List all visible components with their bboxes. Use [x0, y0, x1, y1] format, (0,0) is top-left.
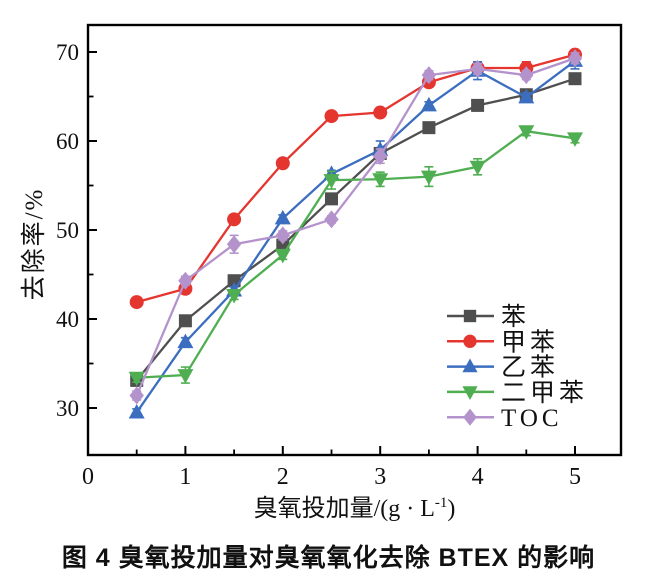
series-line — [135, 59, 576, 414]
x-axis-label-close: ) — [447, 496, 456, 522]
series-line — [136, 53, 576, 304]
marker-triangle-down — [226, 288, 243, 304]
series-xylene — [128, 125, 583, 387]
series-toc — [129, 49, 583, 405]
legend-label: 乙苯 — [501, 354, 559, 382]
marker-triangle-down — [462, 386, 478, 400]
marker-diamond — [226, 235, 242, 254]
marker-circle — [373, 105, 388, 120]
marker-triangle-up — [177, 333, 194, 349]
legend-label: 二甲苯 — [501, 379, 588, 407]
x-tick-label: 4 — [472, 464, 484, 490]
y-tick-label: 60 — [56, 129, 79, 154]
marker-triangle-up — [462, 358, 478, 373]
figure-caption: 图 4 臭氧投加量对臭氧氧化去除 BTEX 的影响 — [61, 544, 596, 572]
series-line — [135, 77, 576, 382]
marker-square — [463, 309, 477, 323]
marker-square — [568, 72, 582, 86]
marker-circle — [227, 212, 242, 227]
marker-circle — [129, 295, 144, 310]
marker-triangle-down — [128, 371, 145, 387]
marker-circle — [463, 334, 477, 348]
x-tick-label: 5 — [569, 464, 581, 490]
legend-entry-benzene: 苯 — [447, 303, 526, 331]
marker-triangle-down — [469, 160, 486, 176]
legend-entry-toc: TOC — [447, 405, 563, 432]
marker-triangle-up — [420, 96, 437, 112]
legend-entry-toluene: 甲苯 — [447, 328, 559, 356]
marker-triangle-up — [518, 88, 535, 104]
marker-diamond — [463, 408, 477, 426]
marker-square — [325, 192, 338, 206]
x-tick-label: 3 — [374, 464, 386, 490]
marker-diamond — [275, 226, 290, 245]
marker-triangle-down — [372, 173, 389, 188]
marker-triangle-down — [518, 125, 535, 140]
marker-diamond — [129, 386, 144, 405]
y-tick-label: 50 — [56, 218, 79, 243]
series-line — [135, 57, 576, 396]
x-tick-label: 1 — [179, 464, 191, 490]
marker-triangle-down — [567, 132, 583, 147]
legend-label: 甲苯 — [501, 328, 559, 356]
y-tick-label: 70 — [56, 40, 79, 65]
marker-diamond — [470, 59, 485, 78]
marker-square — [471, 98, 485, 112]
legend-entry-ethylbenzene: 乙苯 — [447, 354, 559, 382]
x-tick-label: 0 — [82, 464, 94, 490]
marker-diamond — [324, 210, 339, 229]
x-tick-label: 2 — [277, 464, 289, 490]
marker-square — [178, 314, 192, 328]
series-line — [136, 130, 576, 379]
y-axis-label: 去除率/% — [21, 187, 48, 301]
marker-diamond — [178, 271, 193, 290]
x-axis-label-superscript: -1 — [434, 495, 448, 511]
x-axis-label: 臭氧投加量/(g · L-1) — [88, 488, 621, 523]
marker-square — [422, 121, 436, 135]
marker-diamond — [519, 66, 534, 85]
marker-diamond — [421, 66, 437, 85]
legend-entry-xylene: 二甲苯 — [447, 379, 588, 407]
x-axis-label-base: 臭氧投加量/(g · L — [253, 496, 435, 522]
plot-frame — [86, 23, 623, 457]
marker-triangle-up — [274, 209, 291, 225]
marker-triangle-down — [420, 170, 437, 186]
marker-triangle-down — [323, 174, 340, 189]
y-tick-label: 40 — [56, 307, 79, 332]
marker-triangle-down — [177, 369, 194, 384]
marker-circle — [324, 109, 339, 124]
legend-label: TOC — [501, 405, 563, 432]
legend-label: 苯 — [501, 303, 526, 331]
marker-diamond — [373, 147, 388, 166]
marker-triangle-up — [128, 403, 145, 419]
marker-diamond — [567, 49, 583, 68]
marker-triangle-down — [274, 248, 291, 264]
y-tick-label: 30 — [56, 396, 79, 421]
series-toluene — [129, 47, 582, 310]
marker-circle — [275, 156, 290, 171]
